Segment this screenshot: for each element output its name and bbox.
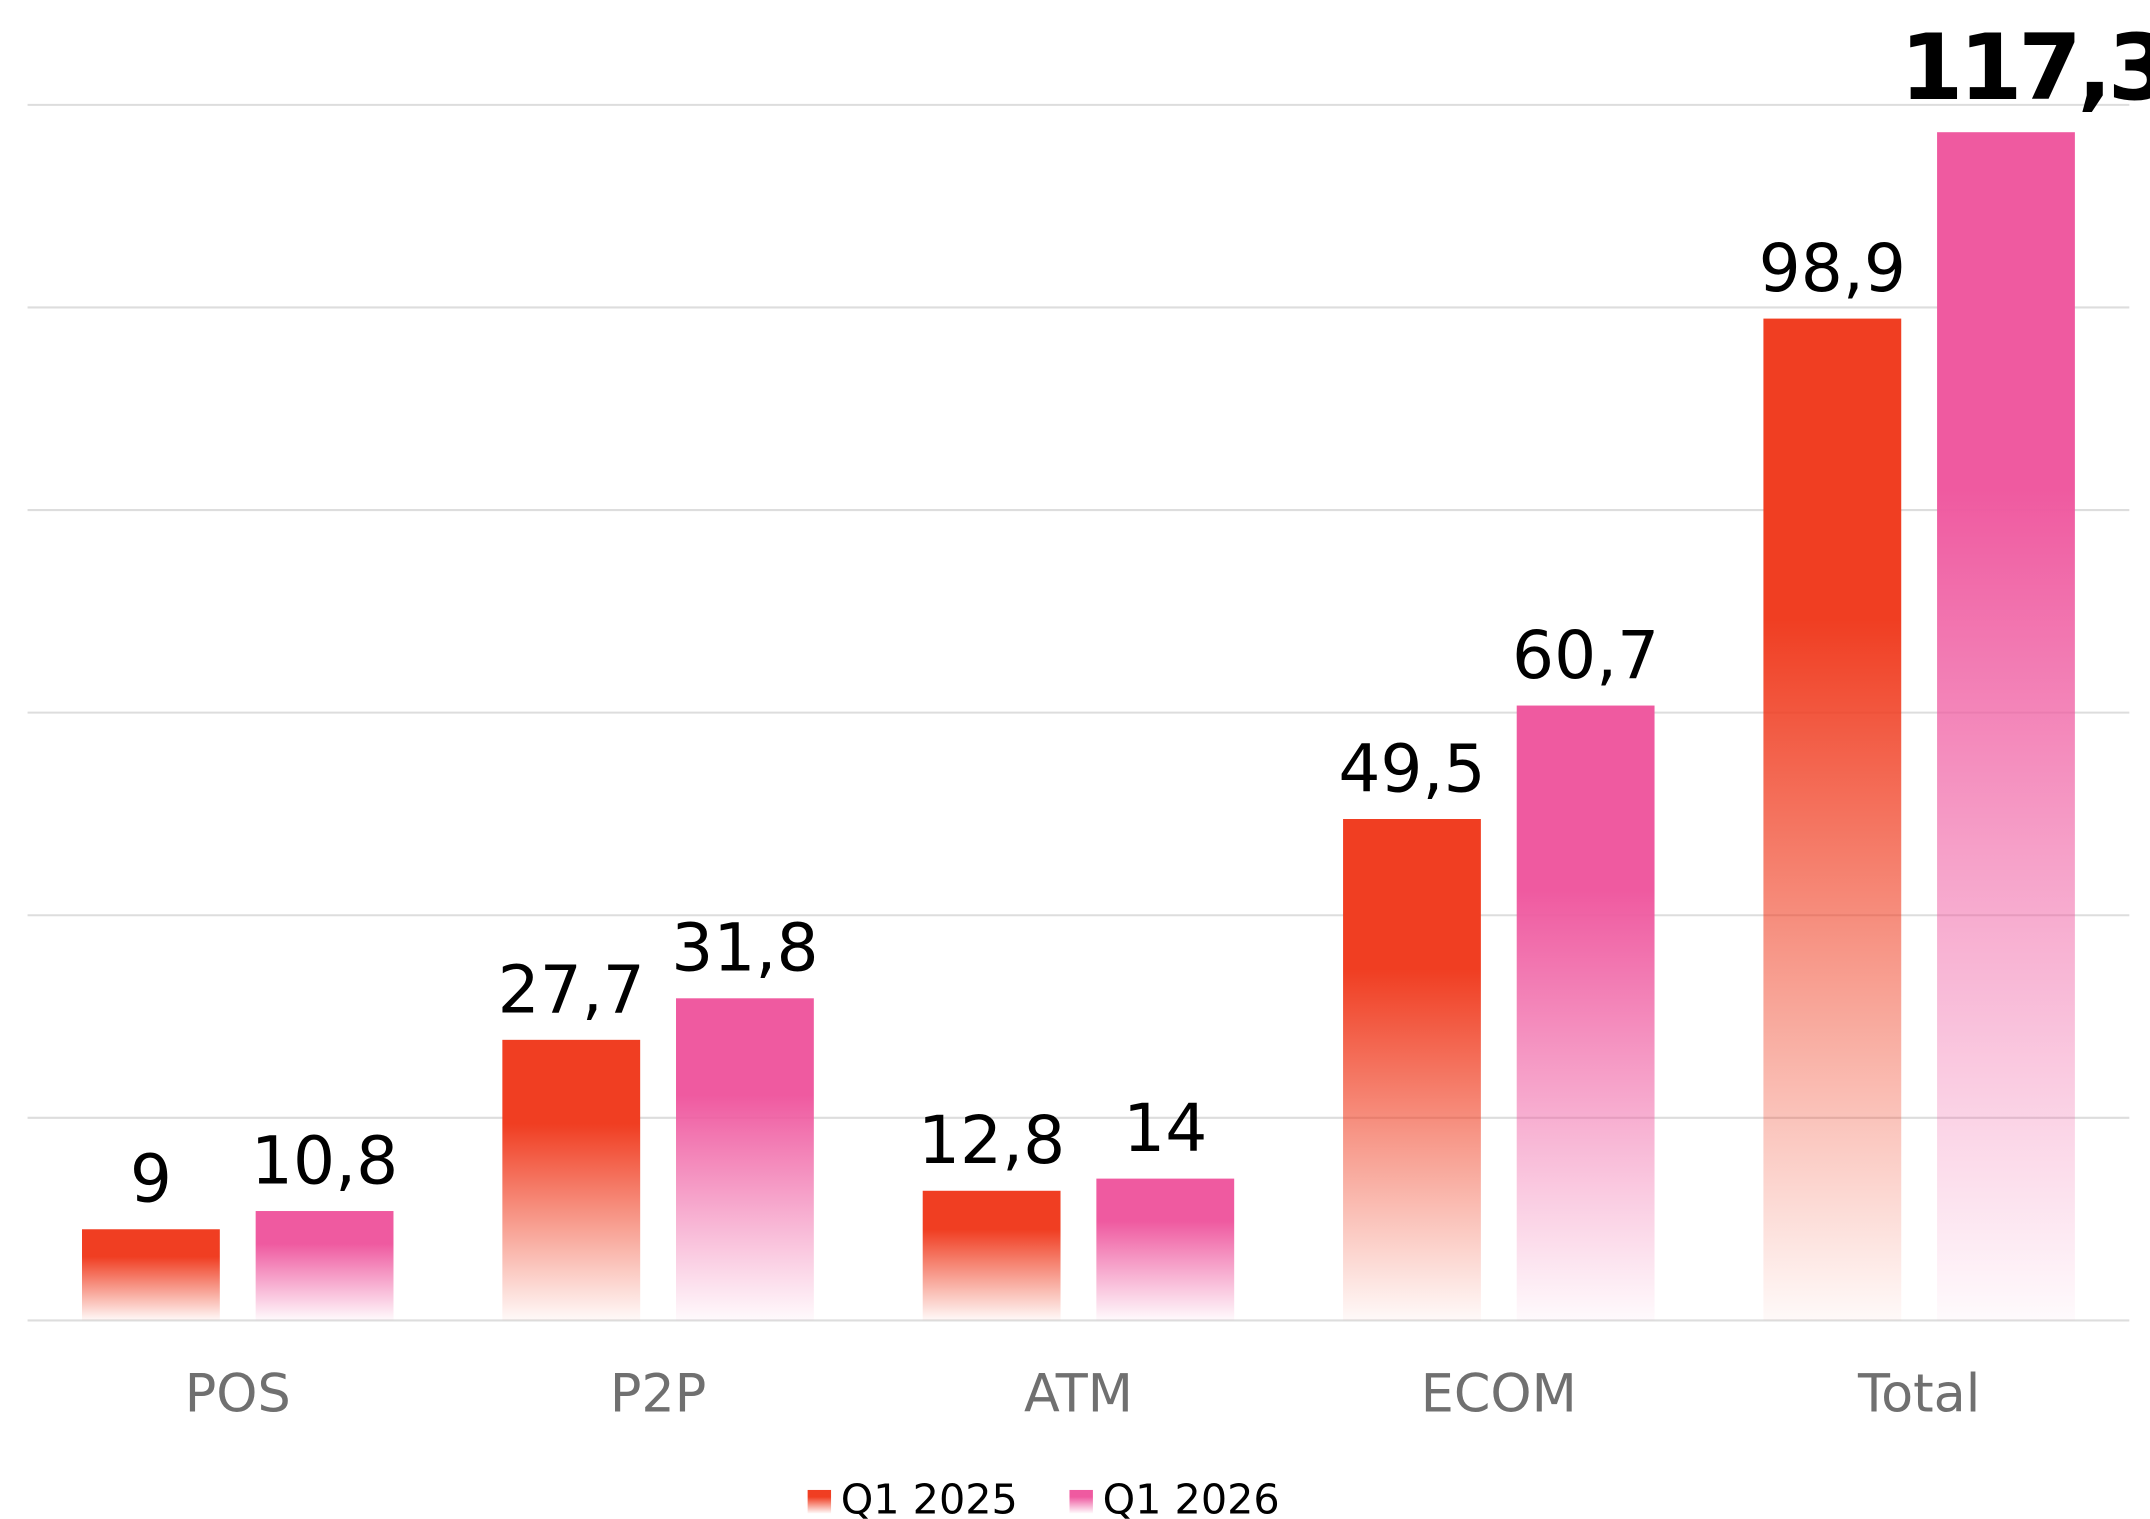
x-tick-label: POS: [185, 1363, 291, 1424]
x-tick-label: P2P: [610, 1363, 706, 1424]
bar: [1763, 318, 1902, 1321]
bar: [502, 1039, 641, 1321]
bar: [82, 1229, 220, 1321]
value-label: 14: [1123, 1090, 1207, 1167]
bar: [1937, 132, 2075, 1321]
bar: [1516, 705, 1655, 1321]
value-label: 31,8: [671, 910, 818, 987]
value-label: 60,7: [1512, 617, 1659, 694]
x-tick-label: ATM: [1024, 1363, 1133, 1424]
value-label: 10,8: [251, 1122, 398, 1199]
bar: [922, 1190, 1061, 1321]
value-label: 12,8: [918, 1102, 1065, 1179]
x-tick-label: ECOM: [1421, 1363, 1577, 1424]
x-tick-label: Total: [1857, 1363, 1980, 1424]
value-label: 117,3: [1900, 16, 2150, 121]
legend-label: Q1 2026: [1103, 1475, 1280, 1519]
legend-swatch: [807, 1489, 832, 1514]
bar: [676, 998, 814, 1321]
value-label: 49,5: [1338, 730, 1485, 807]
value-label: 27,7: [498, 951, 645, 1028]
bar: [1343, 819, 1481, 1321]
value-label: 9: [130, 1141, 172, 1218]
legend-label: Q1 2025: [841, 1475, 1018, 1519]
bar: [255, 1211, 394, 1321]
legend-swatch: [1069, 1489, 1093, 1514]
value-label: 98,9: [1759, 230, 1906, 307]
bar: [1096, 1178, 1235, 1321]
